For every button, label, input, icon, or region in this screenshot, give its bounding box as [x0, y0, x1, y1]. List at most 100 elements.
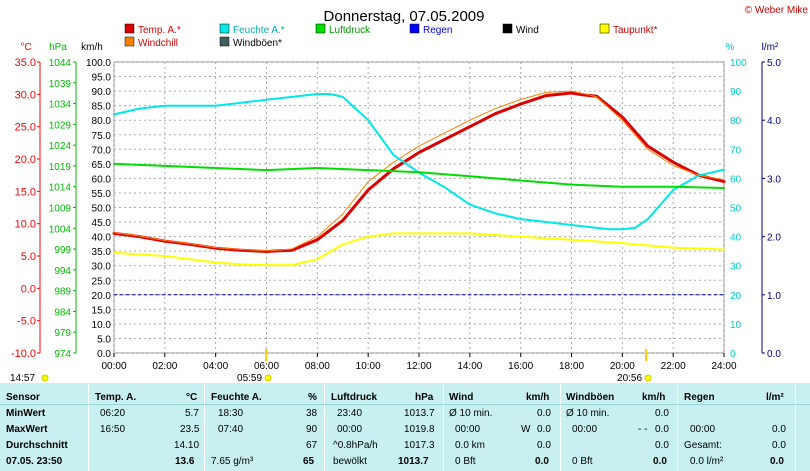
- celsius-tick-label: 30.0: [15, 89, 36, 101]
- max-boeen-time: 00:00: [572, 424, 598, 435]
- legend-label: Windböen*: [233, 38, 282, 49]
- time-markers: 14:57 05:59 20:56: [10, 349, 652, 383]
- series-lines: [112, 90, 726, 296]
- max-luft-val: 1019.8: [404, 424, 435, 435]
- avg-luft-val: 1017.3: [404, 440, 435, 451]
- percent-tick-label: 80: [730, 116, 742, 127]
- celsius-tick-label: 15.0: [15, 186, 36, 198]
- header-wind: Wind: [449, 392, 474, 403]
- current-weather: bewölkt: [333, 456, 367, 467]
- kmh-tick-label: 90.0: [92, 87, 112, 98]
- min-luft-val: 1013.7: [404, 408, 435, 419]
- kmh-tick-label: 50.0: [92, 204, 112, 215]
- header-sensor: Sensor: [6, 392, 40, 403]
- row-max-label: MaxWert: [6, 424, 48, 435]
- header-temp-unit: °C: [186, 392, 198, 403]
- lm2-tick-label: 1.0: [767, 291, 781, 302]
- max-wind-time: 00:00: [455, 424, 481, 435]
- x-tick-label: 02:00: [152, 361, 177, 372]
- x-tick-label: 06:00: [254, 361, 279, 372]
- lm2-tick-label: 2.0: [767, 233, 781, 244]
- legend-swatch: [124, 36, 135, 47]
- avg-luft-trend: ^0.8hPa/h: [333, 440, 378, 451]
- x-tick-label: 14:00: [457, 361, 482, 372]
- max-wind-val: 0.0: [537, 424, 551, 435]
- legend: Temp. A.* Feuchte A.* Luftdruck Regen Wind Ta…: [124, 23, 658, 49]
- sunrise-sun-icon: [264, 374, 272, 382]
- legend-swatch: [599, 23, 610, 34]
- legend-swatch: [124, 23, 135, 34]
- lm2-tick-label: 0.0: [767, 349, 781, 360]
- legend-swatch: [502, 23, 513, 34]
- axis-unit-lm2: l/m²: [762, 42, 779, 53]
- avg-wind-val: 0.0: [537, 440, 551, 451]
- lm2-tick-label: 4.0: [767, 116, 781, 127]
- kmh-tick-label: 100.0: [86, 58, 111, 69]
- kmh-tick-label: 30.0: [92, 262, 112, 273]
- kmh-tick-label: 65.0: [92, 160, 112, 171]
- percent-tick-label: 30: [730, 262, 742, 273]
- celsius-tick-label: -10.0: [11, 348, 36, 360]
- max-boeen-dir: - -: [638, 424, 648, 435]
- series-line-feuchtea: [113, 93, 725, 231]
- percent-tick-label: 0: [730, 349, 736, 360]
- min-feuchte-time: 18:30: [218, 408, 244, 419]
- hpa-tick-label: 1009: [49, 204, 72, 215]
- hpa-tick-label: 1034: [49, 100, 72, 111]
- avg-temp-val: 14.10: [174, 440, 200, 451]
- hpa-tick-label: 1014: [49, 183, 72, 194]
- header-feuchte: Feuchte A.: [211, 392, 262, 403]
- avg-feuchte-val: 67: [306, 440, 318, 451]
- hpa-tick-label: 1024: [49, 141, 72, 152]
- kmh-tick-label: 40.0: [92, 233, 112, 244]
- kmh-tick-label: 0.0: [97, 349, 111, 360]
- legend-swatch: [315, 23, 326, 34]
- weather-chart: Donnerstag, 07.05.2009 © Weber Mike Temp…: [10, 5, 808, 383]
- header-luftdruck: Luftdruck: [331, 392, 378, 403]
- hpa-tick-label: 1019: [49, 162, 72, 173]
- kmh-tick-label: 80.0: [92, 116, 112, 127]
- header-regen: Regen: [684, 392, 715, 403]
- header-temp: Temp. A.: [95, 392, 137, 403]
- max-temp-val: 23.5: [180, 424, 200, 435]
- x-tick-label: 16:00: [508, 361, 533, 372]
- legend-label: Regen: [423, 25, 452, 36]
- percent-tick-label: 40: [730, 233, 742, 244]
- current-regen-total: 0.0 l/m²: [690, 456, 724, 467]
- series-line-taupunkt: [113, 232, 725, 267]
- celsius-tick-label: -5.0: [17, 316, 36, 328]
- celsius-tick-label: 10.0: [15, 219, 36, 231]
- hpa-tick-label: 1039: [49, 79, 72, 90]
- marker-time-label: 14:57: [10, 373, 35, 383]
- legend-label: Taupunkt*: [613, 25, 658, 36]
- min-wind-val: 0.0: [537, 408, 551, 419]
- percent-tick-label: 90: [730, 87, 742, 98]
- max-regen-val: 0.0: [772, 424, 786, 435]
- axis-unit-hpa: hPa: [49, 42, 67, 53]
- x-tick-label: 18:00: [559, 361, 584, 372]
- kmh-tick-label: 25.0: [92, 276, 112, 287]
- x-tick-label: 00:00: [101, 361, 126, 372]
- min-boeen-val: 0.0: [655, 408, 669, 419]
- x-tick-label: 24:00: [711, 361, 736, 372]
- current-temp-val: 13.6: [175, 456, 195, 467]
- current-boeen-val: 0.0: [653, 456, 667, 467]
- header-windboeen: Windböen: [566, 392, 615, 403]
- kmh-tick-label: 55.0: [92, 189, 112, 200]
- celsius-tick-label: 25.0: [15, 122, 36, 134]
- x-tick-label: 22:00: [661, 361, 686, 372]
- avg-regen-label: Gesamt:: [684, 440, 722, 451]
- max-boeen-val: 0.0: [655, 424, 669, 435]
- kmh-tick-label: 60.0: [92, 174, 112, 185]
- celsius-tick-label: 0.0: [21, 283, 36, 295]
- max-luft-time: 00:00: [337, 424, 363, 435]
- current-regen-val: 0.0: [770, 456, 784, 467]
- row-avg-label: Durchschnitt: [6, 440, 68, 451]
- lm2-tick-label: 5.0: [767, 58, 781, 69]
- legend-label: Temp. A.*: [138, 25, 181, 36]
- current-wind-val: 0.0: [535, 456, 549, 467]
- series-line-luftdruck: [113, 162, 725, 189]
- max-feuchte-time: 07:40: [218, 424, 244, 435]
- current-luft-val: 1013.7: [398, 456, 429, 467]
- x-tick-label: 08:00: [305, 361, 330, 372]
